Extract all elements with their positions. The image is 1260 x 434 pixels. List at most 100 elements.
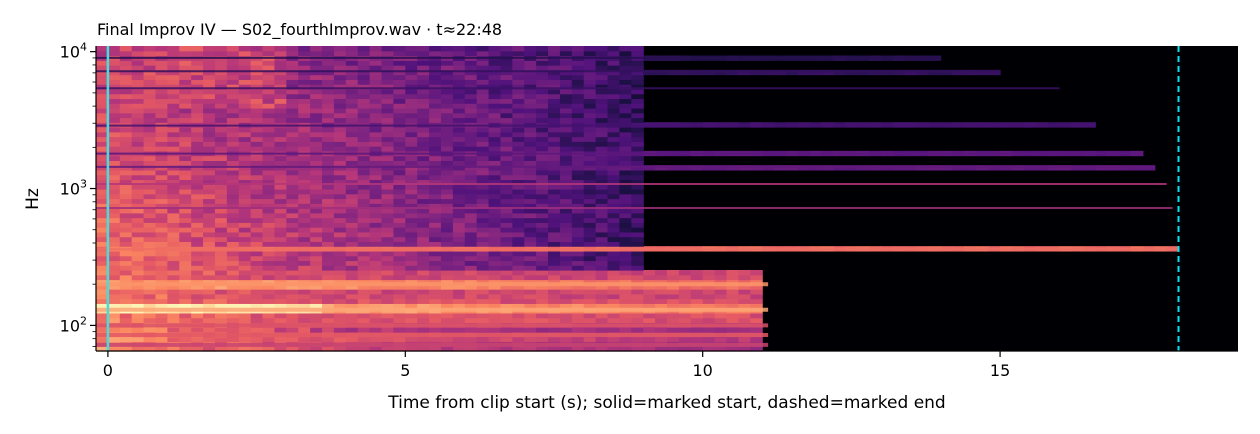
spectrogram-cell	[226, 293, 240, 300]
spectrogram-cell	[322, 212, 335, 219]
spectrogram-cell	[357, 198, 371, 204]
spectrogram-cell	[274, 284, 287, 290]
spectrogram-cell	[488, 236, 502, 242]
spectrogram-cell	[203, 222, 216, 228]
spectrogram-cell	[333, 265, 347, 271]
spectrogram-cell	[393, 236, 406, 242]
spectrogram-cell	[500, 146, 513, 152]
spectrogram-cell	[405, 298, 418, 304]
spectrogram-cell	[333, 103, 347, 109]
spectrogram-cell	[214, 60, 228, 66]
spectrogram-cell	[559, 169, 573, 176]
spectrogram-cell	[559, 136, 573, 142]
spectrogram-cell	[226, 250, 240, 257]
spectrogram-cell	[143, 193, 157, 200]
spectrogram-cell	[274, 236, 287, 242]
spectrogram-cell	[322, 46, 335, 52]
spectrogram-cell	[238, 160, 252, 166]
spectrogram-cell	[191, 98, 204, 104]
spectrogram-cell	[571, 98, 585, 104]
spectrogram-cell	[393, 231, 406, 238]
spectrogram-cell	[393, 346, 406, 352]
spectrogram-cell	[595, 69, 609, 76]
spectrogram-cell	[310, 188, 323, 195]
spectrogram-cell	[583, 174, 597, 181]
spectrogram-cell	[559, 265, 573, 271]
spectrogram-cell	[226, 303, 240, 309]
spectrogram-cell	[464, 127, 478, 133]
spectrogram-cell	[155, 188, 168, 195]
spectrogram-cell	[155, 155, 168, 161]
spectrogram-cell	[631, 107, 644, 114]
spectrogram-cell	[322, 346, 335, 352]
spectrogram-cell	[583, 93, 597, 100]
spectrogram-cell	[155, 317, 168, 324]
spectrogram-cell	[250, 88, 264, 95]
spectrogram-cell	[476, 227, 490, 233]
spectrogram-cell	[167, 141, 180, 147]
spectrogram-cell	[143, 117, 157, 123]
spectrogram-cell	[476, 141, 490, 147]
spectrogram-cell	[203, 327, 216, 333]
spectrogram-cell	[238, 274, 252, 281]
spectrogram-cell	[191, 88, 204, 95]
spectrogram-cell	[155, 298, 168, 304]
spectrogram-cell	[179, 222, 192, 228]
spectrogram-cell	[357, 146, 371, 152]
spectrogram-cell	[179, 79, 192, 85]
spectrogram-cell	[310, 250, 323, 257]
spectrogram-cell	[333, 146, 347, 152]
spectrogram-cell	[262, 227, 276, 233]
spectrogram-cell	[452, 184, 466, 190]
spectrogram-cell	[214, 160, 228, 166]
spectrogram-cell	[571, 112, 585, 119]
spectrogram-cell	[286, 169, 299, 176]
spectrogram-cell	[131, 317, 145, 324]
spectrogram-cell	[286, 274, 299, 281]
spectrogram-cell	[631, 179, 644, 185]
spectrogram-cell	[179, 50, 192, 57]
spectrogram-cell	[179, 131, 192, 138]
spectrogram-cell	[369, 298, 383, 304]
spectrogram-cell	[417, 65, 430, 71]
spectrogram-cell	[524, 117, 537, 123]
spectrogram-cell	[310, 298, 323, 304]
spectrogram-cell	[274, 227, 287, 233]
spectrogram-cell	[381, 336, 394, 343]
spectrogram-cell	[548, 127, 561, 133]
spectrogram-cell	[559, 179, 573, 185]
spectrogram-cell	[607, 303, 621, 309]
spectrogram-cell	[119, 336, 133, 343]
spectrogram-cell	[345, 60, 359, 66]
spectrogram-cell	[619, 303, 632, 309]
spectrogram-cell	[286, 50, 299, 57]
spectrogram-cell	[191, 198, 204, 204]
spectrogram-cell	[583, 255, 597, 262]
spectrogram-cell	[702, 298, 716, 304]
spectrogram-cell	[214, 84, 228, 90]
spectrogram-cell	[393, 208, 406, 214]
spectrogram-cell	[571, 155, 585, 161]
spectrogram-cell	[286, 65, 299, 71]
spectrogram-cell	[345, 169, 359, 176]
spectrogram-cell	[881, 69, 894, 76]
spectrogram-cell	[107, 260, 121, 266]
spectrogram-cell	[559, 188, 573, 195]
spectrogram-cell	[214, 155, 228, 161]
spectrogram-cell	[381, 317, 394, 324]
spectrogram-cell	[619, 60, 632, 66]
spectrogram-cell	[619, 260, 632, 266]
spectrogram-cell	[322, 127, 335, 133]
spectrogram-cell	[476, 169, 490, 176]
spectrogram-cell	[96, 198, 109, 204]
spectrogram-cell	[619, 269, 632, 276]
spectrogram-cell	[96, 174, 109, 181]
spectrogram-cell	[298, 98, 311, 104]
spectrogram-cell	[512, 160, 525, 166]
spectrogram-cell	[369, 107, 383, 114]
spectrogram-cell	[476, 303, 490, 309]
spectrogram-cell	[322, 65, 335, 71]
spectrogram-cell	[333, 79, 347, 85]
spectrogram-cell	[107, 88, 121, 95]
spectrogram-cell	[226, 260, 240, 266]
